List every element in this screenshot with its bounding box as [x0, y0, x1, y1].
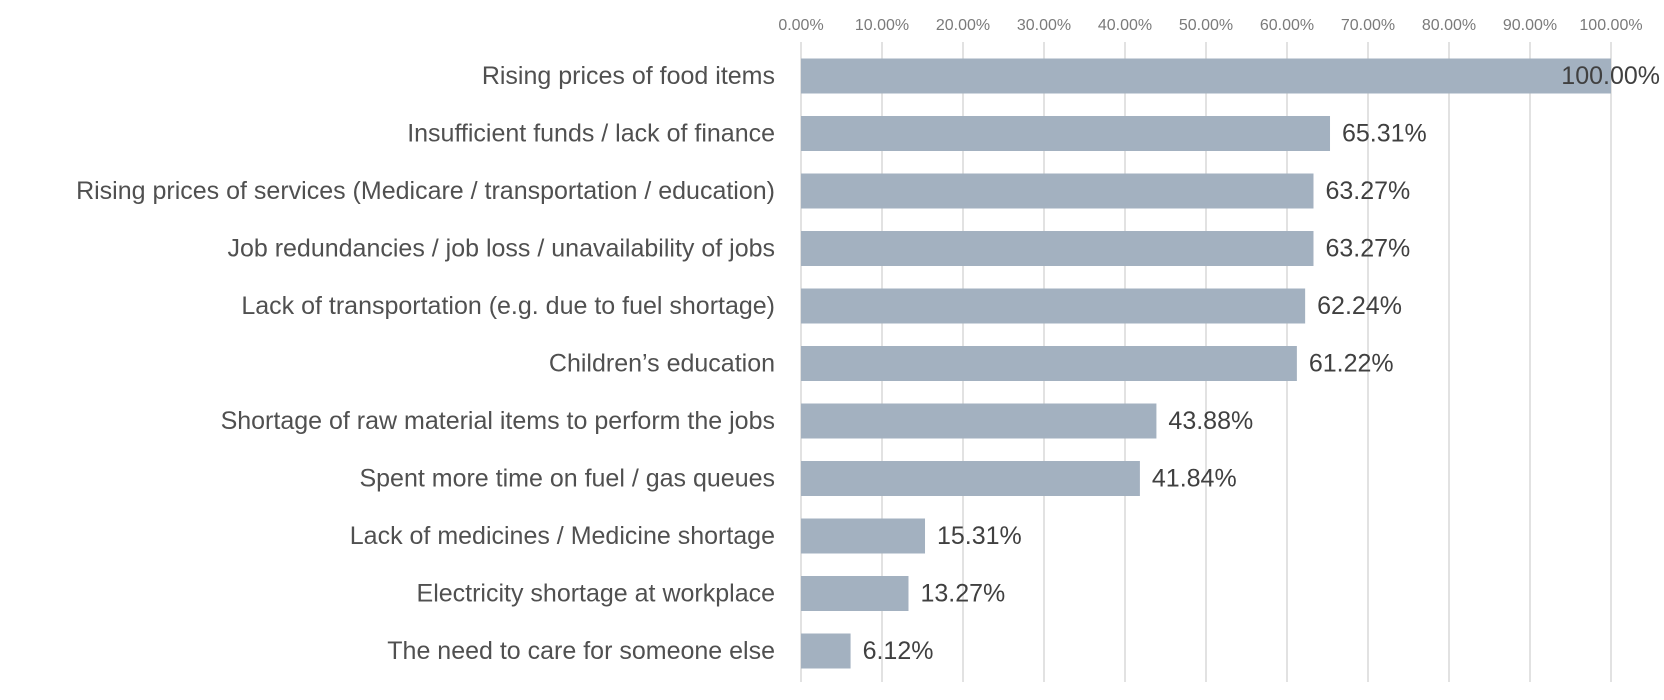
category-labels: Rising prices of food items Insufficient … — [76, 62, 775, 665]
value-label: 43.88% — [1168, 407, 1253, 435]
value-label: 6.12% — [863, 637, 934, 665]
x-tick-label: 80.00% — [1422, 17, 1476, 34]
value-label: 100.00% — [1561, 62, 1660, 90]
category-label: Electricity shortage at workplace — [417, 580, 775, 608]
value-label: 15.31% — [937, 522, 1022, 550]
value-label: 62.24% — [1317, 292, 1402, 320]
category-label: Lack of transportation (e.g. due to fuel… — [241, 292, 775, 320]
bar — [801, 116, 1331, 151]
value-label: 63.27% — [1325, 177, 1410, 205]
x-tick-label: 90.00% — [1503, 17, 1557, 34]
value-label: 41.84% — [1152, 465, 1237, 493]
value-label: 61.22% — [1309, 350, 1394, 378]
category-label: Shortage of raw material items to perfor… — [221, 407, 775, 435]
bar — [801, 518, 926, 554]
bar — [801, 173, 1314, 209]
x-tick-label: 70.00% — [1341, 17, 1395, 34]
category-label: Spent more time on fuel / gas queues — [359, 465, 775, 493]
bars — [801, 58, 1611, 669]
category-label: Rising prices of services (Medicare / tr… — [76, 177, 775, 205]
value-label: 13.27% — [920, 580, 1005, 608]
x-tick-label: 30.00% — [1017, 17, 1071, 34]
x-tick-label: 50.00% — [1179, 17, 1233, 34]
x-tick-label: 20.00% — [936, 17, 990, 34]
x-axis-ticks: 0.00% 10.00% 20.00% 30.00% 40.00% 50.00% 60.00… — [778, 17, 1642, 34]
x-tick-label: 100.00% — [1579, 17, 1642, 34]
value-label: 65.31% — [1342, 120, 1427, 148]
value-labels: 100.00% 65.31% 63.27% 63.27% 62.24% 61.22% 43.… — [863, 62, 1660, 665]
category-label: Lack of medicines / Medicine shortage — [350, 522, 775, 550]
x-tick-label: 10.00% — [855, 17, 909, 34]
category-label: The need to care for someone else — [387, 637, 775, 665]
bar — [801, 633, 851, 669]
bar — [801, 58, 1611, 94]
value-label: 63.27% — [1325, 235, 1410, 263]
category-label: Job redundancies / job loss / unavailabi… — [227, 235, 775, 263]
category-label: Rising prices of food items — [482, 62, 775, 90]
bar — [801, 461, 1140, 496]
x-tick-label: 60.00% — [1260, 17, 1314, 34]
category-label: Children’s education — [549, 350, 775, 378]
x-tick-label: 0.00% — [778, 17, 823, 34]
bar — [801, 346, 1297, 381]
x-tick-label: 40.00% — [1098, 17, 1152, 34]
bar — [801, 403, 1157, 439]
bar — [801, 288, 1306, 324]
category-label: Insufficient funds / lack of finance — [407, 120, 775, 148]
bar — [801, 231, 1314, 266]
bar — [801, 576, 909, 611]
